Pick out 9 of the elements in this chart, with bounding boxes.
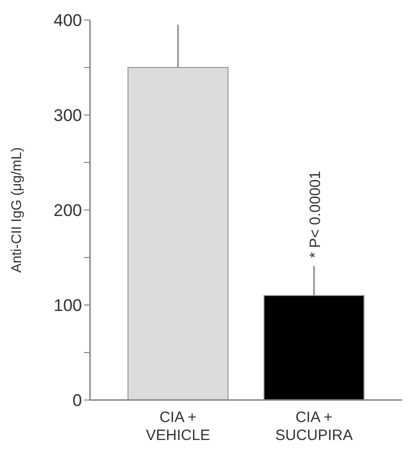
y-tick-label: 200 — [54, 201, 82, 220]
y-tick-label: 400 — [54, 11, 82, 30]
x-tick-label: CIA + SUCUPIRA — [275, 409, 353, 444]
annotation: * P< 0.00001 — [307, 170, 324, 258]
y-tick-label: 300 — [54, 106, 82, 126]
y-tick-label: 100 — [54, 296, 82, 316]
y-axis-title: Anti-CII IgG (μg/mL) — [8, 147, 24, 273]
y-tick-label: 0 — [72, 391, 82, 410]
x-tick-label: CIA + VEHICLE — [146, 409, 210, 444]
